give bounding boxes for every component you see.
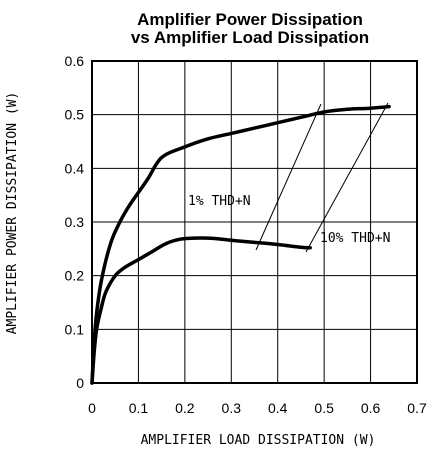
series-lines [90, 104, 391, 385]
x-tick-label: 0.6 [361, 400, 381, 416]
x-tick-label: 0.4 [268, 400, 288, 416]
series-line-10pct-thd [90, 104, 391, 385]
gridlines [91, 60, 418, 384]
series-line-1pct-thd [90, 236, 312, 385]
y-tick-label: 0.5 [65, 107, 85, 123]
plot-frame [91, 60, 418, 384]
annotation-10pct-thd: 10% THD+N [320, 231, 390, 246]
y-tick-label: 0.6 [65, 53, 85, 69]
x-axis-label: AMPLIFIER LOAD DISSIPATION (W) [141, 433, 376, 448]
y-tick-label: 0.4 [65, 160, 85, 176]
chart-title-line-2: vs Amplifier Load Dissipation [131, 28, 369, 47]
annotation-leaders [255, 102, 389, 253]
y-tick-label: 0.3 [65, 214, 85, 230]
y-tick-label: 0.2 [65, 268, 85, 284]
x-tick-label: 0.1 [129, 400, 149, 416]
x-tick-label: 0.3 [222, 400, 242, 416]
chart-title-line-1: Amplifier Power Dissipation [137, 10, 363, 29]
annotation-1pct-thd: 1% THD+N [188, 194, 251, 209]
x-tick-label: 0.7 [407, 400, 427, 416]
leader-1pct-thd [255, 103, 322, 251]
y-tick-labels: 0 0.1 0.2 0.3 0.4 0.5 0.6 [65, 53, 85, 391]
x-tick-label: 0.5 [314, 400, 334, 416]
x-tick-labels: 0 0.1 0.2 0.3 0.4 0.5 0.6 0.7 [88, 400, 427, 416]
x-tick-label: 0.2 [175, 400, 195, 416]
y-tick-label: 0 [76, 375, 84, 391]
x-tick-label: 0 [88, 400, 96, 416]
leader-10pct-thd [305, 102, 389, 253]
y-axis-label: AMPLIFIER POWER DISSIPATION (W) [5, 92, 20, 335]
y-tick-label: 0.1 [65, 321, 85, 337]
